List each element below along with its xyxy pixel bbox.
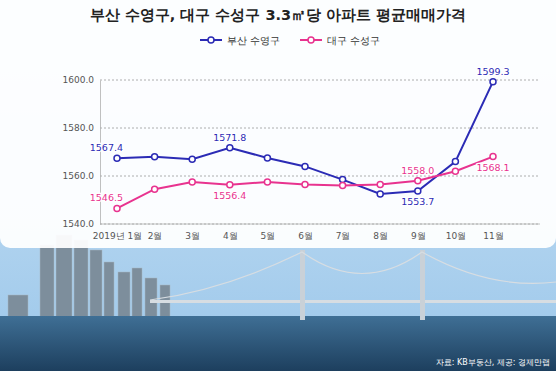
point xyxy=(490,79,496,85)
point xyxy=(490,154,496,160)
x-tick-label: 4월 xyxy=(223,231,238,241)
legend-item: 대구 수성구 xyxy=(300,35,380,46)
line xyxy=(117,82,493,194)
building xyxy=(90,250,102,320)
x-tick: 11월 xyxy=(483,224,503,241)
data-labels: 1567.4 1571.8 1553.7 1599.3 1546.5 1556.4 1558… xyxy=(90,66,510,207)
panel xyxy=(0,0,556,248)
point xyxy=(377,191,383,197)
legend-marker xyxy=(208,37,214,43)
x-tick-label: 9월 xyxy=(411,231,426,241)
point xyxy=(452,159,458,165)
grid xyxy=(100,80,540,224)
data-label: 1571.8 xyxy=(213,132,246,143)
data-label: 1567.4 xyxy=(90,142,123,153)
building xyxy=(132,268,142,320)
bridge-deck xyxy=(150,300,556,303)
x-tick-label: 3월 xyxy=(185,231,200,241)
x-tick-label: 5월 xyxy=(261,231,276,241)
building xyxy=(40,245,54,320)
x-tick-label: 7월 xyxy=(336,231,351,241)
point xyxy=(189,179,195,185)
y-tick-label: 1600.0 xyxy=(63,75,95,85)
data-label: 1546.5 xyxy=(90,192,123,203)
x-tick: 10월 xyxy=(446,224,466,241)
y-tick: 1560.0 xyxy=(63,171,101,181)
point xyxy=(227,145,233,151)
building xyxy=(118,272,130,320)
grid-line xyxy=(100,80,540,81)
x-tick-label: 11월 xyxy=(483,231,503,241)
legend-item: 부산 수영구 xyxy=(200,35,280,46)
data-label: 1568.1 xyxy=(476,162,509,173)
x-tick: 7월 xyxy=(336,224,351,241)
point xyxy=(302,181,308,187)
grid-line xyxy=(100,224,540,225)
point xyxy=(264,179,270,185)
point xyxy=(114,205,120,211)
point xyxy=(152,154,158,160)
legend: 부산 수영구 대구 수성구 xyxy=(200,35,380,46)
x-tick: 2019년 1월 xyxy=(93,224,143,241)
y-tick-label: 1580.0 xyxy=(63,123,95,133)
legend-label: 대구 수성구 xyxy=(327,35,380,46)
data-label: 1556.4 xyxy=(213,190,246,201)
x-tick: 4월 xyxy=(223,224,238,241)
y-tick: 1580.0 xyxy=(63,123,101,133)
point xyxy=(452,168,458,174)
x-tick-label: 2019년 1월 xyxy=(93,231,143,241)
point xyxy=(377,181,383,187)
x-tick: 6월 xyxy=(298,224,313,241)
bridge-tower xyxy=(420,250,425,320)
y-tick-label: 1560.0 xyxy=(63,171,95,181)
x-tick-label: 8월 xyxy=(373,231,388,241)
line xyxy=(117,157,493,209)
x-tick-label: 6월 xyxy=(298,231,313,241)
legend-label: 부산 수영구 xyxy=(227,35,280,46)
point xyxy=(340,177,346,183)
chart: 부산 수영구, 대구 수성구 3.3㎡당 아파트 평균매매가격 1540.0 156… xyxy=(0,0,556,371)
bridge-tower xyxy=(300,250,305,320)
point xyxy=(340,183,346,189)
point xyxy=(114,155,120,161)
point xyxy=(302,163,308,169)
grid-line xyxy=(100,176,540,177)
sea xyxy=(0,316,556,371)
title: 부산 수영구, 대구 수성구 3.3㎡당 아파트 평균매매가격 xyxy=(90,7,466,23)
x-tick: 3월 xyxy=(185,224,200,241)
data-label: 1553.7 xyxy=(401,196,434,207)
x-axis-line xyxy=(100,224,540,225)
point xyxy=(415,188,421,194)
point xyxy=(264,155,270,161)
x-tick: 8월 xyxy=(373,224,388,241)
x-axis: 2019년 1월 2월 3월 4월 5월 6월 7월 8월 9월 10월 11월 xyxy=(93,224,540,241)
data-label: 1558.0 xyxy=(401,165,434,176)
x-tick-label: 2월 xyxy=(148,231,163,241)
legend-marker xyxy=(308,37,314,43)
building xyxy=(104,262,114,320)
point xyxy=(415,178,421,184)
source: 자료: KB부동산, 제공: 경제만랩 xyxy=(436,358,550,367)
data-label: 1599.3 xyxy=(476,66,509,77)
x-tick: 2월 xyxy=(148,224,163,241)
x-tick: 5월 xyxy=(261,224,276,241)
grid-line xyxy=(100,128,540,129)
y-tick-label: 1540.0 xyxy=(63,219,95,229)
building xyxy=(74,240,88,320)
plot-area xyxy=(114,79,496,212)
x-tick-label: 10월 xyxy=(446,231,466,241)
point xyxy=(227,182,233,188)
point xyxy=(189,156,195,162)
y-tick: 1600.0 xyxy=(63,75,101,85)
point xyxy=(152,186,158,192)
y-tick: 1540.0 xyxy=(63,219,101,229)
bridge-cable xyxy=(150,252,556,300)
x-tick: 9월 xyxy=(411,224,426,241)
